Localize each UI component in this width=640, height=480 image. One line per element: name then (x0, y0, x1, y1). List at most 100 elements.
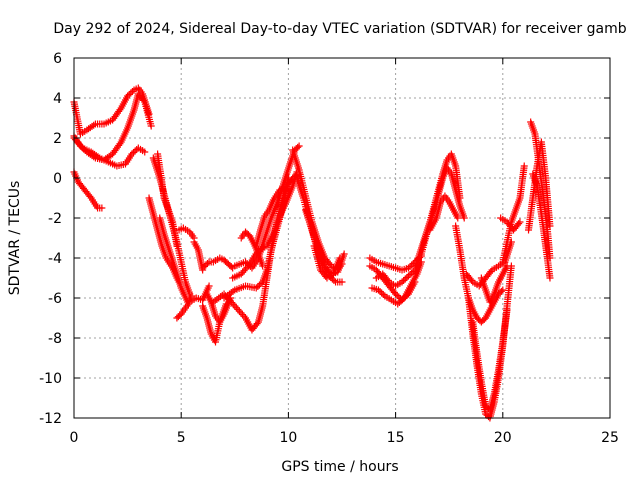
data-point (336, 254, 344, 262)
series-track-x (310, 242, 344, 282)
data-point (128, 88, 136, 95)
series-track-aj (477, 262, 511, 306)
plot-frame (73, 57, 611, 419)
data-point (401, 275, 409, 283)
data-point (77, 142, 85, 150)
data-point (98, 204, 106, 212)
data-point (503, 262, 511, 270)
series-track-i (173, 282, 213, 322)
series-track-ae (426, 192, 462, 234)
data-point (294, 143, 302, 151)
data-point (460, 214, 468, 222)
data-point (203, 260, 211, 267)
data-point (124, 92, 132, 100)
x-tick-label: 20 (494, 430, 512, 446)
data-point (127, 89, 135, 97)
data-point (515, 220, 523, 228)
data-point (253, 320, 261, 328)
data-point (392, 290, 400, 298)
y-tick-label: 4 (53, 91, 62, 107)
data-point (403, 274, 411, 281)
y-tick-label: 2 (53, 131, 62, 147)
x-tick-label: 0 (70, 430, 79, 446)
grid-lines (74, 58, 610, 418)
data-point (131, 147, 139, 155)
series-track-al (497, 214, 524, 234)
data-point (394, 300, 402, 308)
data-point (516, 218, 524, 226)
series-track-ab (372, 258, 423, 290)
data-point (454, 214, 462, 222)
series-track-ak (499, 162, 528, 266)
data-point (199, 264, 207, 272)
data-point (90, 121, 98, 129)
data-point (295, 142, 303, 150)
data-point (234, 305, 242, 313)
y-tick-label: -12 (39, 411, 62, 427)
data-point (240, 312, 248, 320)
series-track-k (190, 238, 207, 274)
data-point (259, 262, 267, 270)
data-point (406, 271, 414, 278)
x-axis-label: GPS time / hours (281, 459, 398, 475)
series-track-af (452, 222, 507, 326)
data-point (406, 263, 414, 270)
data-point (404, 272, 412, 280)
data-point (398, 278, 406, 286)
data-point (395, 299, 403, 306)
data-point (116, 106, 124, 114)
y-tick-label: -6 (48, 291, 62, 307)
chart-title: Day 292 of 2024, Sidereal Day-to-day VTE… (53, 21, 626, 37)
data-point (94, 153, 102, 161)
series-track-ai (469, 306, 511, 414)
data-point (238, 311, 246, 319)
data-point (231, 302, 239, 310)
series-track-j (175, 224, 198, 242)
y-tick-label: -4 (48, 251, 62, 267)
data-point (400, 277, 408, 284)
x-tick-label: 15 (387, 430, 405, 446)
data-point (397, 297, 405, 305)
data-point (520, 162, 528, 170)
data-point (229, 300, 237, 308)
data-point (244, 262, 252, 270)
y-tick-label: 6 (53, 51, 62, 67)
y-tick-label: -10 (39, 371, 62, 387)
series-track-ao (529, 170, 554, 282)
data-point (227, 263, 235, 271)
data-point (497, 287, 505, 295)
data-point (330, 277, 338, 284)
data-point (128, 150, 136, 158)
y-axis-label: SDTVAR / TECUs (7, 181, 23, 296)
series-track-h (156, 214, 196, 306)
x-tick-label: 10 (279, 430, 297, 446)
data-points (70, 84, 554, 422)
data-point (503, 306, 511, 314)
data-point (147, 122, 155, 130)
y-tick-label: -8 (48, 331, 62, 347)
y-tick-label: -2 (48, 211, 62, 227)
series-track-g (149, 154, 194, 298)
data-point (254, 283, 262, 290)
data-point (237, 309, 245, 317)
data-point (205, 282, 213, 290)
data-point (129, 149, 137, 156)
y-tick-label: 0 (53, 171, 62, 187)
data-point (202, 261, 210, 269)
data-point (125, 91, 133, 98)
data-point (379, 291, 387, 298)
data-point (408, 261, 416, 269)
data-point (235, 307, 243, 315)
data-point (378, 289, 386, 297)
data-point (374, 286, 382, 294)
x-tick-label: 25 (601, 430, 619, 446)
data-point (141, 148, 149, 156)
series-track-an (527, 118, 554, 262)
series-track-ad (417, 164, 468, 258)
data-point (255, 281, 263, 289)
data-point (228, 299, 236, 307)
data-point (376, 288, 384, 295)
data-point (340, 250, 348, 258)
x-tick-label: 5 (177, 430, 186, 446)
